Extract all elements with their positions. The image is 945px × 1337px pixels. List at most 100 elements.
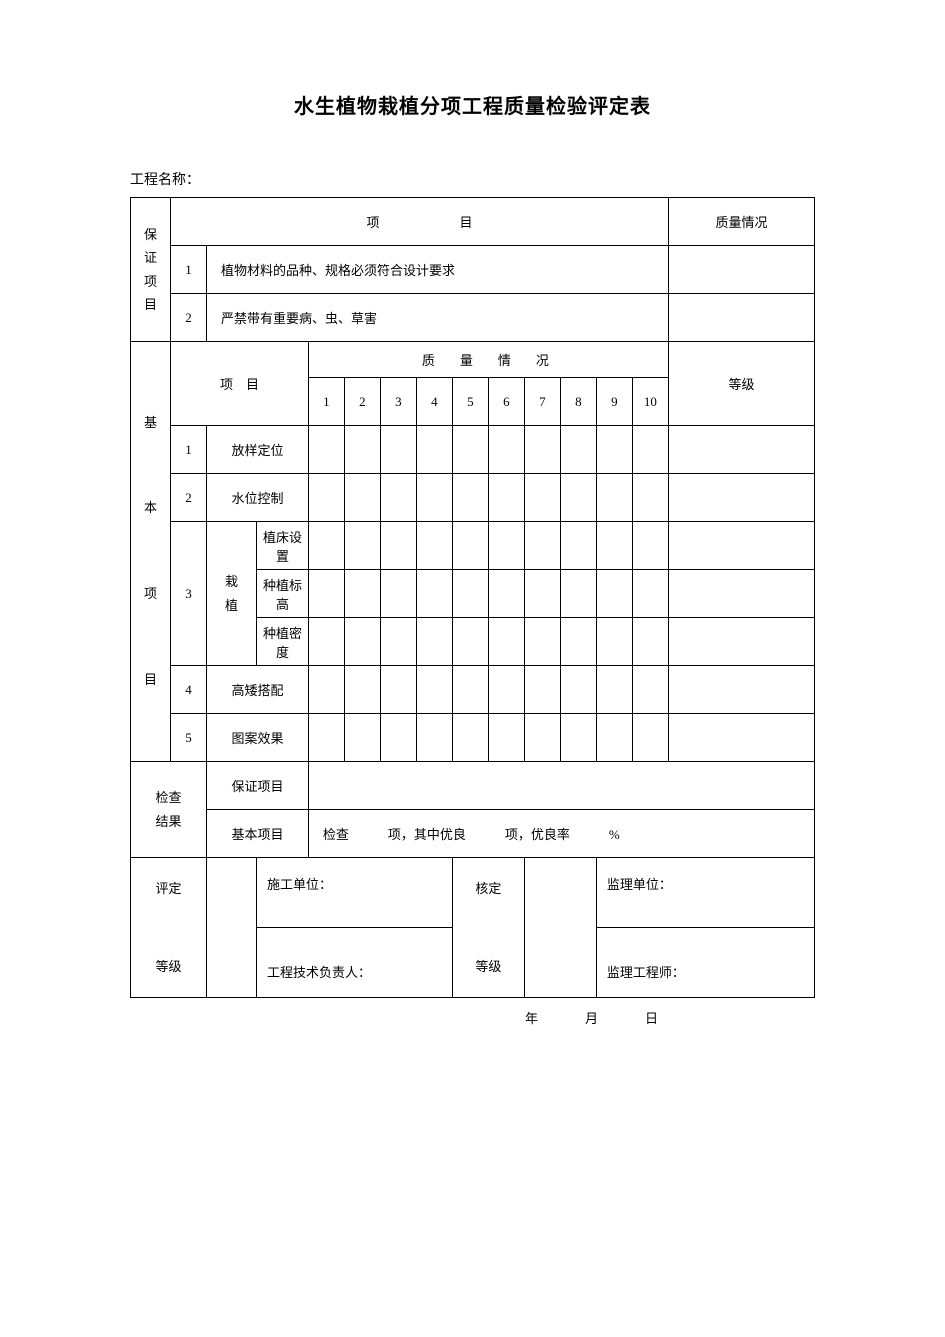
cell[interactable] <box>524 618 560 666</box>
cell[interactable] <box>596 618 632 666</box>
cell[interactable] <box>344 666 380 714</box>
check-label: 检查结果 <box>131 762 207 858</box>
cell[interactable] <box>524 666 560 714</box>
cell[interactable] <box>452 426 488 474</box>
cell[interactable] <box>344 618 380 666</box>
grade-cell-2[interactable] <box>668 474 814 522</box>
cell[interactable] <box>488 522 524 570</box>
cell[interactable] <box>416 714 452 762</box>
cell[interactable] <box>308 618 344 666</box>
cell[interactable] <box>632 618 668 666</box>
grade-cell-3c[interactable] <box>668 618 814 666</box>
cell[interactable] <box>380 666 416 714</box>
guarantee-row-1: 1 植物材料的品种、规格必须符合设计要求 <box>131 246 815 294</box>
cell[interactable] <box>632 474 668 522</box>
basic-header-row-1: 基本项目 项 目 质 量 情 况 等级 <box>131 342 815 378</box>
page-title: 水生植物栽植分项工程质量检验评定表 <box>130 90 815 119</box>
cell[interactable] <box>488 474 524 522</box>
basic-num-5: 5 <box>171 714 207 762</box>
cell[interactable] <box>452 570 488 618</box>
cell[interactable] <box>308 522 344 570</box>
basic-row-3a: 3 栽植 植床设置 <box>131 522 815 570</box>
check-guarantee-value[interactable] <box>308 762 814 810</box>
cell[interactable] <box>488 618 524 666</box>
cell[interactable] <box>380 570 416 618</box>
cell[interactable] <box>344 570 380 618</box>
cell[interactable] <box>560 426 596 474</box>
guarantee-quality-2[interactable] <box>668 294 814 342</box>
cell[interactable] <box>632 426 668 474</box>
cell[interactable] <box>560 522 596 570</box>
cell[interactable] <box>416 522 452 570</box>
cell[interactable] <box>380 522 416 570</box>
cell[interactable] <box>452 618 488 666</box>
guarantee-header-row: 保证项目 项 目 质量情况 <box>131 198 815 246</box>
cell[interactable] <box>416 618 452 666</box>
evaluation-table: 保证项目 项 目 质量情况 1 植物材料的品种、规格必须符合设计要求 2 严禁带… <box>130 197 815 998</box>
col-1: 1 <box>308 378 344 426</box>
supervision-unit: 监理单位： <box>596 858 814 928</box>
check-row-1: 检查结果 保证项目 <box>131 762 815 810</box>
cell[interactable] <box>524 714 560 762</box>
cell[interactable] <box>452 474 488 522</box>
cell[interactable] <box>308 474 344 522</box>
cell[interactable] <box>416 426 452 474</box>
cell[interactable] <box>560 666 596 714</box>
cell[interactable] <box>632 666 668 714</box>
cell[interactable] <box>344 426 380 474</box>
cell[interactable] <box>596 522 632 570</box>
check-guarantee-label: 保证项目 <box>207 762 309 810</box>
cell[interactable] <box>632 522 668 570</box>
cell[interactable] <box>560 618 596 666</box>
cell[interactable] <box>308 570 344 618</box>
guarantee-quality-1[interactable] <box>668 246 814 294</box>
cell[interactable] <box>488 714 524 762</box>
cell[interactable] <box>416 474 452 522</box>
cell[interactable] <box>416 666 452 714</box>
cell[interactable] <box>596 474 632 522</box>
cell[interactable] <box>380 474 416 522</box>
project-name-label: 工程名称： <box>130 169 815 189</box>
cell[interactable] <box>524 426 560 474</box>
cell[interactable] <box>524 474 560 522</box>
grade-cell-3b[interactable] <box>668 570 814 618</box>
cell[interactable] <box>488 666 524 714</box>
grade-cell-1[interactable] <box>668 426 814 474</box>
basic-name-1: 放样定位 <box>207 426 309 474</box>
cell[interactable] <box>596 666 632 714</box>
cell[interactable] <box>344 474 380 522</box>
cell[interactable] <box>308 426 344 474</box>
cell[interactable] <box>560 570 596 618</box>
verify-grade-value[interactable] <box>524 858 596 998</box>
cell[interactable] <box>344 522 380 570</box>
guarantee-text-2: 严禁带有重要病、虫、草害 <box>207 294 669 342</box>
cell[interactable] <box>344 714 380 762</box>
cell[interactable] <box>632 714 668 762</box>
cell[interactable] <box>380 426 416 474</box>
cell[interactable] <box>560 714 596 762</box>
cell[interactable] <box>596 426 632 474</box>
cell[interactable] <box>596 570 632 618</box>
guarantee-section-label: 保证项目 <box>131 198 171 342</box>
cell[interactable] <box>452 522 488 570</box>
eval-grade-value[interactable] <box>207 858 257 998</box>
cell[interactable] <box>416 570 452 618</box>
cell[interactable] <box>524 522 560 570</box>
cell[interactable] <box>380 714 416 762</box>
cell[interactable] <box>308 666 344 714</box>
grade-cell-5[interactable] <box>668 714 814 762</box>
cell[interactable] <box>488 570 524 618</box>
grade-cell-4[interactable] <box>668 666 814 714</box>
cell[interactable] <box>560 474 596 522</box>
construction-unit: 施工单位： <box>257 858 453 928</box>
basic-section-label: 基本项目 <box>131 342 171 762</box>
cell[interactable] <box>308 714 344 762</box>
cell[interactable] <box>452 714 488 762</box>
cell[interactable] <box>380 618 416 666</box>
cell[interactable] <box>524 570 560 618</box>
grade-cell-3a[interactable] <box>668 522 814 570</box>
cell[interactable] <box>488 426 524 474</box>
cell[interactable] <box>596 714 632 762</box>
cell[interactable] <box>632 570 668 618</box>
cell[interactable] <box>452 666 488 714</box>
